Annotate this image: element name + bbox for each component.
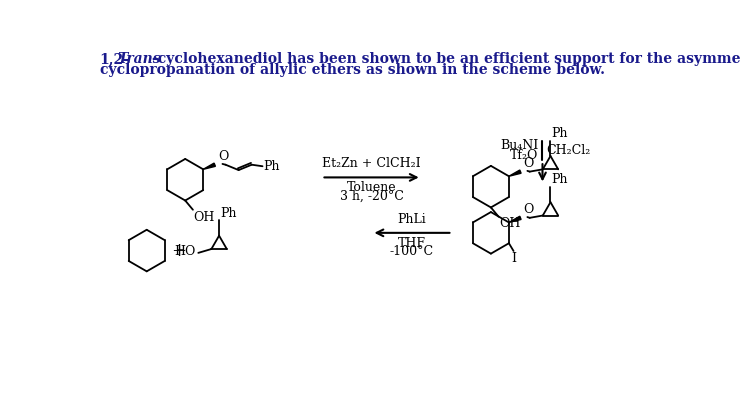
Text: HO: HO <box>174 245 195 258</box>
Text: PhLi: PhLi <box>397 213 426 226</box>
Text: 3 h, -20°C: 3 h, -20°C <box>340 190 403 203</box>
Text: Ph: Ph <box>551 127 568 140</box>
Text: Ph: Ph <box>551 173 568 186</box>
Polygon shape <box>509 170 521 176</box>
Polygon shape <box>509 216 521 223</box>
Text: -cyclohexanediol has been shown to be an efficient support for the asymmetric: -cyclohexanediol has been shown to be an… <box>152 52 740 66</box>
Text: O: O <box>218 150 228 163</box>
Text: 1,2-: 1,2- <box>100 52 130 66</box>
Text: -100°C: -100°C <box>390 245 434 258</box>
Text: cyclopropanation of allylic ethers as shown in the scheme below.: cyclopropanation of allylic ethers as sh… <box>100 63 605 77</box>
Text: Bu₄NI: Bu₄NI <box>500 139 539 152</box>
Text: CH₂Cl₂: CH₂Cl₂ <box>546 144 591 157</box>
Text: Toluene: Toluene <box>347 181 397 194</box>
Text: Ph: Ph <box>220 206 236 219</box>
Text: I: I <box>511 253 516 266</box>
Text: Et₂Zn + ClCH₂I: Et₂Zn + ClCH₂I <box>322 158 421 171</box>
Text: O: O <box>523 203 534 216</box>
Text: OH: OH <box>194 210 215 223</box>
Text: OH: OH <box>500 217 521 230</box>
Text: Ph: Ph <box>263 160 280 173</box>
Text: O: O <box>523 157 534 170</box>
Text: Tf₂O: Tf₂O <box>511 149 539 162</box>
Text: THF: THF <box>398 237 426 250</box>
Text: Trans: Trans <box>118 52 161 66</box>
Text: +: + <box>172 242 186 260</box>
Polygon shape <box>204 163 215 169</box>
